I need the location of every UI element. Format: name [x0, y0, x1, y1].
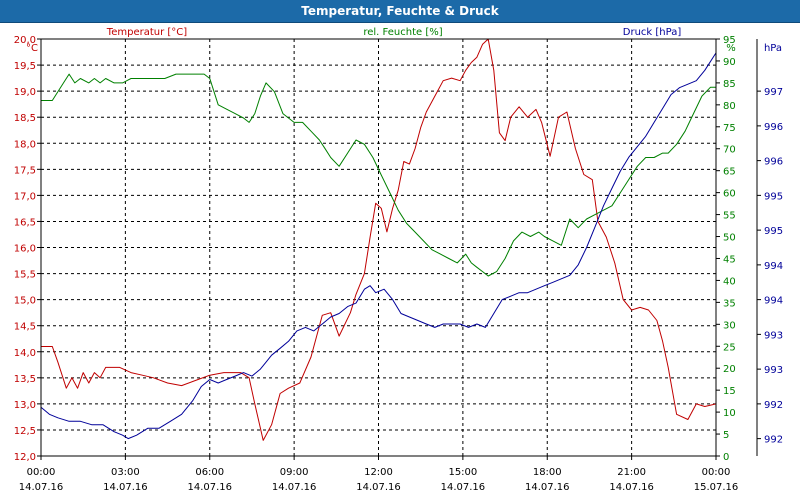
- temperature-tick-label: 20,0: [14, 35, 36, 46]
- humidity-tick-label: 30: [723, 320, 736, 331]
- temperature-tick-label: 18,0: [14, 139, 36, 150]
- humidity-tick-label: 85: [723, 79, 736, 90]
- time-tick-label: 18:00: [533, 467, 562, 478]
- pressure-tick-label: 993: [764, 365, 783, 376]
- temperature-tick-label: 12,5: [14, 426, 36, 437]
- temperature-tick-label: 13,5: [14, 374, 36, 385]
- pressure-tick-label: 993: [764, 330, 783, 341]
- humidity-tick-label: 40: [723, 276, 736, 287]
- time-tick-label: 00:00: [27, 467, 56, 478]
- humidity-tick-label: 25: [723, 342, 736, 353]
- pressure-tick-label: 994: [764, 261, 783, 272]
- humidity-tick-label: 60: [723, 189, 736, 200]
- date-tick-label: 14.07.16: [103, 482, 148, 493]
- date-tick-label: 14.07.16: [525, 482, 570, 493]
- temperature-tick-label: 15,0: [14, 296, 36, 307]
- temperature-line: [41, 38, 717, 441]
- temperature-tick-label: 16,0: [14, 244, 36, 255]
- time-axis: 00:00 14.07.16 03:00 14.07.16 06:00 14.07.16 0…: [19, 456, 739, 493]
- pressure-legend: Druck [hPa]: [623, 27, 682, 38]
- weather-chart: °C Temperatur [°C] rel. Feuchte [%] Druc…: [14, 27, 783, 493]
- humidity-legend: rel. Feuchte [%]: [363, 27, 442, 38]
- temperature-tick-label: 17,5: [14, 165, 36, 176]
- date-tick-label: 14.07.16: [187, 482, 232, 493]
- humidity-tick-label: 95: [723, 35, 736, 46]
- grid: [41, 39, 716, 456]
- humidity-tick-label: 50: [723, 233, 736, 244]
- pressure-axis: 992 992 993 993 994 994 995 995 996 996 997: [756, 39, 783, 456]
- temperature-tick-label: 12,0: [14, 452, 36, 463]
- humidity-tick-label: 5: [723, 430, 729, 441]
- pressure-line: [40, 52, 717, 440]
- date-tick-label: 14.07.16: [356, 482, 401, 493]
- date-tick-label: 14.07.16: [272, 482, 317, 493]
- humidity-tick-label: 55: [723, 211, 736, 222]
- temperature-tick-label: 14,5: [14, 322, 36, 333]
- chart-title-bar: Temperatur, Feuchte & Druck: [0, 0, 800, 23]
- humidity-tick-label: 65: [723, 167, 736, 178]
- pressure-tick-label: 994: [764, 296, 783, 307]
- pressure-tick-label: 996: [764, 122, 783, 133]
- humidity-tick-label: 80: [723, 101, 736, 112]
- humidity-tick-label: 20: [723, 364, 736, 375]
- time-tick-label: 00:00: [702, 467, 731, 478]
- time-tick-label: 21:00: [617, 467, 646, 478]
- temperature-legend: Temperatur [°C]: [106, 27, 187, 38]
- time-tick-label: 12:00: [364, 467, 393, 478]
- date-tick-label: 14.07.16: [19, 482, 64, 493]
- pressure-tick-label: 995: [764, 191, 783, 202]
- series-lines: [40, 38, 717, 441]
- humidity-tick-label: 70: [723, 145, 736, 156]
- humidity-line: [41, 73, 716, 277]
- humidity-tick-label: 0: [723, 452, 729, 463]
- humidity-tick-label: 15: [723, 386, 736, 397]
- pressure-tick-label: 995: [764, 226, 783, 237]
- pressure-tick-label: 992: [764, 400, 783, 411]
- humidity-tick-label: 10: [723, 408, 736, 419]
- temperature-tick-label: 18,5: [14, 113, 36, 124]
- date-tick-label: 15.07.16: [694, 482, 739, 493]
- temperature-tick-label: 14,0: [14, 348, 36, 359]
- temperature-tick-label: 19,0: [14, 87, 36, 98]
- date-tick-label: 14.07.16: [441, 482, 486, 493]
- humidity-tick-label: 75: [723, 123, 736, 134]
- humidity-tick-label: 90: [723, 57, 736, 68]
- temperature-tick-label: 17,0: [14, 191, 36, 202]
- humidity-tick-label: 35: [723, 298, 736, 309]
- pressure-tick-label: 992: [764, 435, 783, 446]
- time-tick-label: 09:00: [280, 467, 309, 478]
- date-tick-label: 14.07.16: [609, 482, 654, 493]
- pressure-tick-label: 997: [764, 87, 783, 98]
- left-axis-unit: °C: [26, 43, 38, 54]
- temperature-tick-label: 16,5: [14, 217, 36, 228]
- humidity-axis: 0 5 10 15 20 25 30 35 40 45 50 55 60 65 70 75 80 85 90 95: [716, 35, 736, 463]
- pressure-tick-label: 996: [764, 157, 783, 168]
- time-tick-label: 15:00: [448, 467, 477, 478]
- humidity-tick-label: 45: [723, 254, 736, 265]
- time-tick-label: 06:00: [195, 467, 224, 478]
- temperature-tick-label: 19,5: [14, 61, 36, 72]
- temperature-tick-label: 13,0: [14, 400, 36, 411]
- chart-title: Temperatur, Feuchte & Druck: [301, 4, 499, 18]
- temperature-tick-label: 15,5: [14, 270, 36, 281]
- temperature-axis: 12,0 12,5 13,0 13,5 14,0 14,5 15,0 15,5 16,0 16,5…: [14, 35, 41, 463]
- humidity-axis-unit: %: [726, 43, 736, 54]
- pressure-axis-unit: hPa: [764, 43, 782, 54]
- time-tick-label: 03:00: [111, 467, 140, 478]
- plot-frame: [40, 38, 717, 457]
